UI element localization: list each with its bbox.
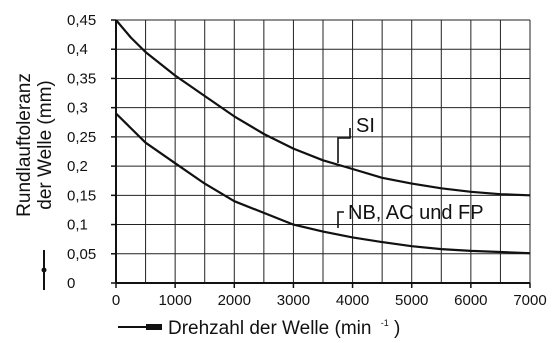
y-tick-label: 0,15 (67, 187, 96, 204)
y-axis-label-line2: der Welle (mm) (35, 80, 56, 210)
y-tick-label: 0 (67, 275, 75, 292)
x-tick-label: 4000 (336, 292, 369, 309)
nb-series-label: NB, AC und FP (348, 202, 484, 224)
x-axis-label-text: Drehzahl der Welle (min -1 ) (168, 310, 400, 339)
y-axis-label-arrow-dot (41, 267, 47, 273)
y-tick-label: 0,05 (67, 246, 96, 263)
x-tick-label: 2000 (218, 292, 251, 309)
series-line-1 (115, 112, 531, 255)
x-axis-label-main: Drehzahl der Welle (min (168, 318, 371, 339)
y-axis-label: Rundlauftoleranz der Welle (mm) (14, 73, 56, 290)
si-callout-leader (337, 128, 351, 163)
series-line-0 (115, 19, 531, 197)
x-tick-label: 7000 (513, 292, 546, 309)
x-tick-label: 3000 (277, 292, 310, 309)
series-lines (115, 19, 531, 255)
y-tick-label: 0,45 (67, 12, 96, 29)
x-tick-label: 6000 (454, 292, 487, 309)
x-tick-label: 0 (112, 292, 120, 309)
y-tick-label: 0,25 (67, 129, 96, 146)
nb-callout-leader (337, 211, 344, 228)
x-axis-label-arrow-head (146, 324, 162, 330)
x-axis-label-superscript: -1 (381, 318, 389, 328)
tick-labels: 0 1000 2000 3000 4000 5000 6000 7000 0 0,05 0,1 0,1… (67, 12, 547, 309)
axes (111, 19, 531, 288)
y-tick-label: 0,35 (67, 70, 96, 87)
series-annotation-si: SI (337, 115, 375, 163)
y-tick-label: 0,3 (67, 100, 88, 117)
y-tick-label: 0,2 (67, 158, 88, 175)
x-axis-label: Drehzahl der Welle (min -1 ) (118, 310, 400, 339)
si-series-label: SI (356, 115, 375, 137)
grid (116, 19, 531, 283)
y-axis-label-line1: Rundlauftoleranz (14, 73, 35, 217)
y-tick-label: 0,1 (67, 217, 88, 234)
series-annotation-nb: NB, AC und FP (337, 202, 484, 228)
y-tick-label: 0,4 (67, 41, 88, 58)
x-tick-label: 1000 (158, 292, 191, 309)
x-tick-label: 5000 (395, 292, 428, 309)
x-axis-label-close: ) (394, 318, 400, 339)
